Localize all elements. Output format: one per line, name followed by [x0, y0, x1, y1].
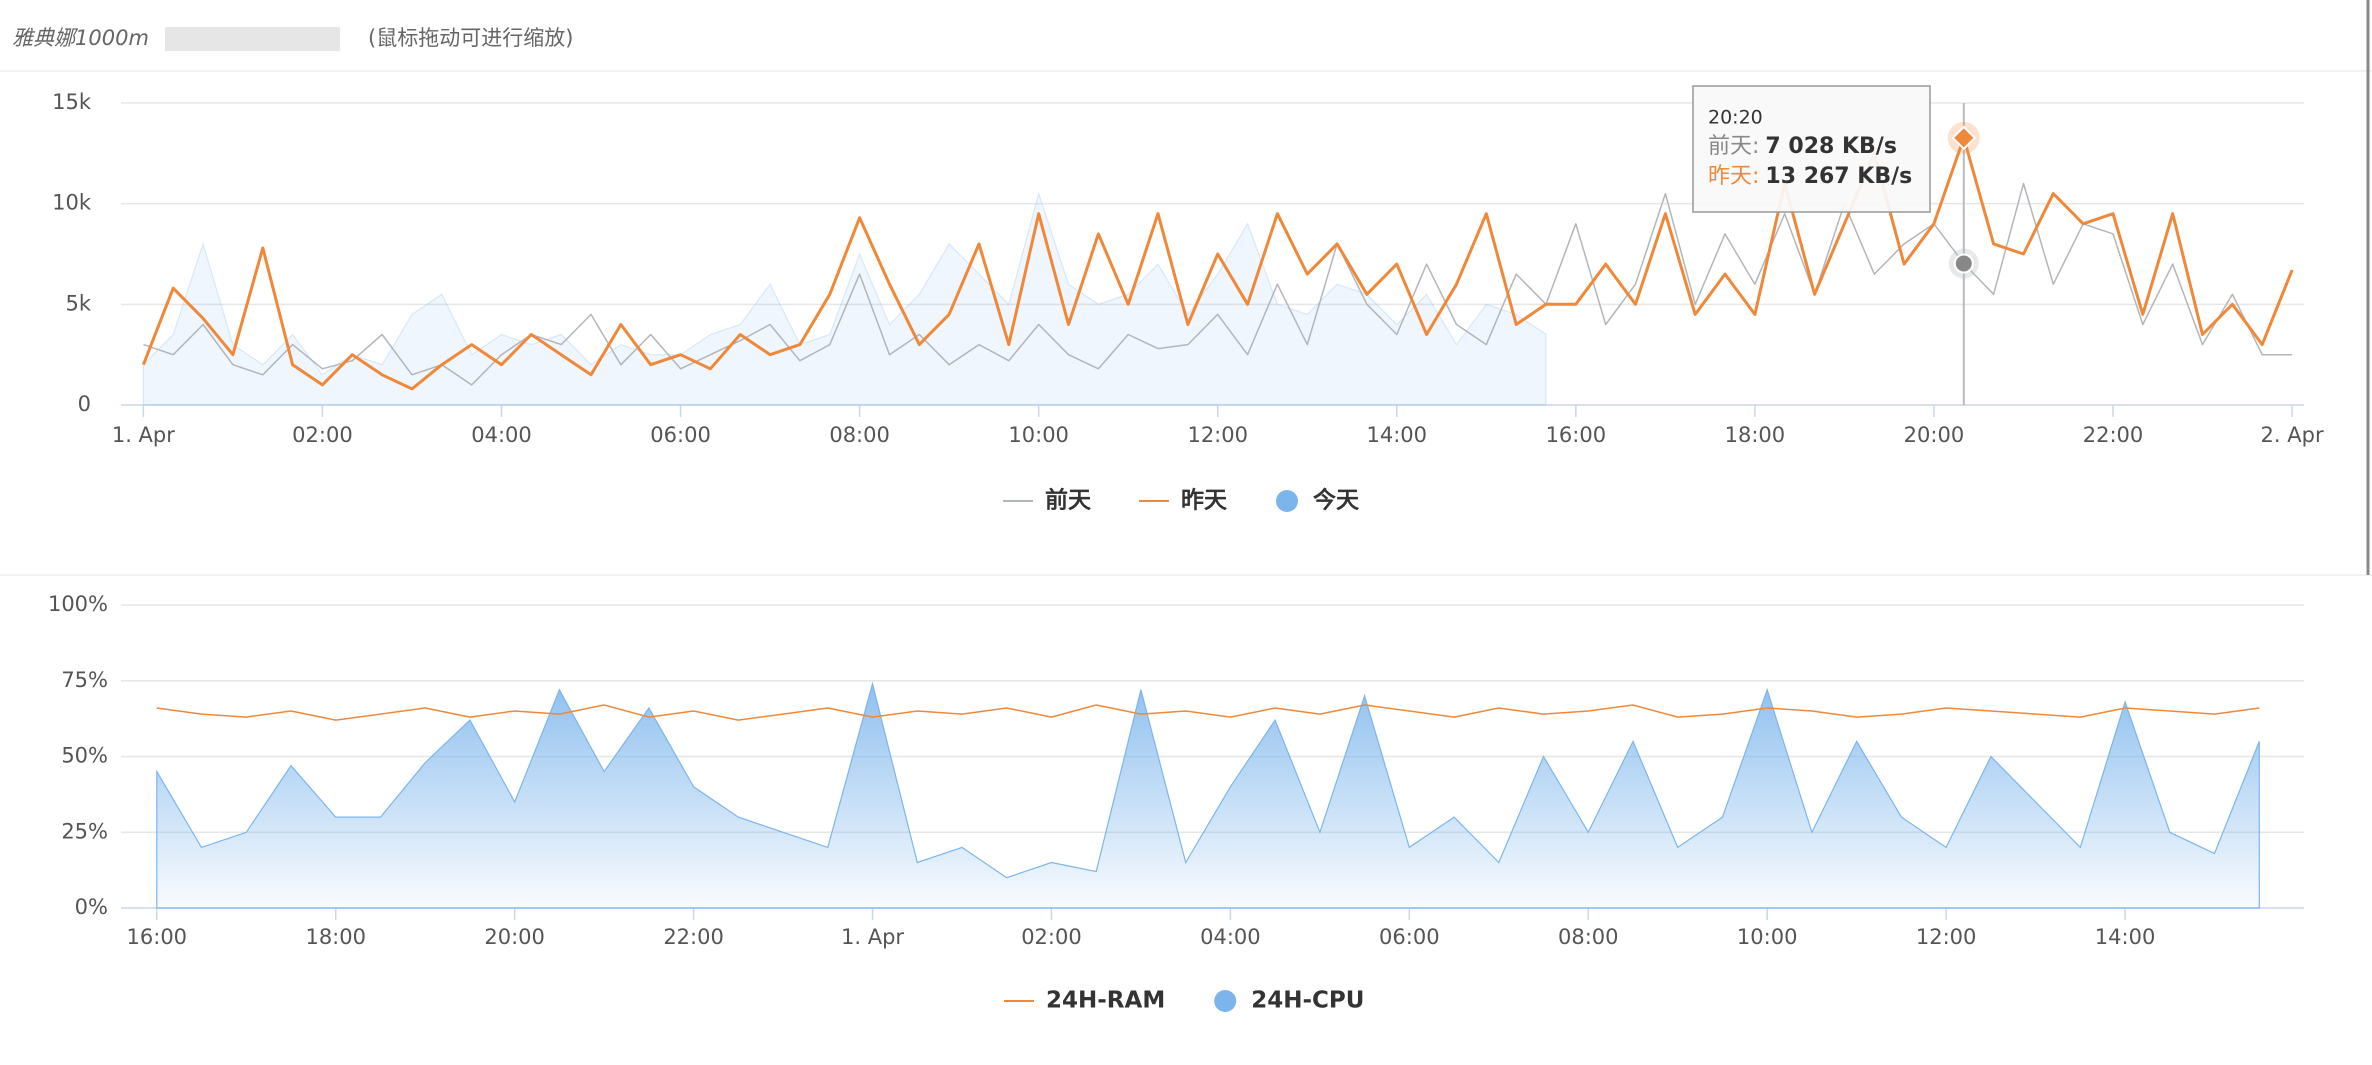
hover-marker [1951, 125, 1977, 151]
tooltip-row: 前天: 7 028 KB/s [1708, 134, 1897, 159]
x-tick-label: 1. Apr [112, 423, 175, 447]
x-tick-label: 12:00 [1916, 925, 1977, 949]
tooltip-label: 昨天: [1708, 164, 1759, 189]
y-tick-label: 10k [52, 191, 92, 215]
x-tick-label: 08:00 [829, 423, 890, 447]
x-tick-label: 20:00 [484, 925, 545, 949]
header-subtitle: (鼠标拖动可进行缩放) [368, 26, 573, 50]
x-tick-label: 14:00 [2095, 925, 2156, 949]
x-tick-label: 1. Apr [841, 925, 904, 949]
y-tick-label: 50% [61, 744, 108, 768]
legend-label: 24H-CPU [1251, 988, 1364, 1014]
x-tick-label: 02:00 [292, 423, 353, 447]
x-tick-label: 2. Apr [2261, 423, 2324, 447]
area-series [156, 681, 2260, 909]
tooltip-row: 昨天: 13 267 KB/s [1708, 164, 1912, 189]
x-tick-label: 22:00 [2083, 423, 2144, 447]
legend-label: 昨天 [1181, 487, 1228, 514]
x-tick-label: 08:00 [1558, 925, 1619, 949]
x-tick-label: 16:00 [1546, 423, 1607, 447]
x-tick-label: 14:00 [1367, 423, 1428, 447]
header-title: 雅典娜1000m [12, 26, 149, 50]
y-tick-label: 100% [48, 592, 108, 616]
tooltip-label: 前天: [1708, 134, 1759, 159]
y-tick-label: 5k [65, 291, 91, 315]
legend-label: 前天 [1045, 487, 1092, 514]
line-series [142, 136, 2294, 391]
y-tick-label: 0 [78, 392, 91, 416]
x-tick-label: 04:00 [1200, 925, 1261, 949]
y-tick-label: 75% [61, 668, 108, 692]
tooltip-box [1692, 85, 1931, 213]
x-tick-label: 20:00 [1904, 423, 1965, 447]
x-tick-label: 10:00 [1008, 423, 1069, 447]
legend-label: 今天 [1313, 487, 1360, 514]
tooltip-time: 20:20 [1708, 107, 1763, 129]
x-tick-label: 16:00 [127, 925, 188, 949]
x-tick-label: 22:00 [663, 925, 724, 949]
blurred-text [165, 27, 340, 51]
x-tick-label: 06:00 [650, 423, 711, 447]
x-tick-label: 10:00 [1737, 925, 1798, 949]
y-tick-label: 25% [61, 819, 108, 843]
legend-symbol [1276, 490, 1298, 512]
hover-marker [1953, 253, 1974, 274]
x-tick-label: 12:00 [1187, 423, 1248, 447]
legend-label: 24H-RAM [1046, 988, 1165, 1014]
line-series [156, 704, 2260, 721]
x-tick-label: 04:00 [471, 423, 532, 447]
x-tick-label: 18:00 [1725, 423, 1786, 447]
x-tick-label: 02:00 [1021, 925, 1082, 949]
y-tick-label: 15k [52, 90, 92, 114]
area-series [142, 191, 1547, 406]
tooltip-value: 7 028 KB/s [1765, 134, 1897, 159]
x-tick-label: 18:00 [305, 925, 366, 949]
legend-symbol [1214, 990, 1237, 1012]
tooltip-value: 13 267 KB/s [1765, 164, 1912, 189]
y-tick-label: 0% [75, 895, 108, 919]
x-tick-label: 06:00 [1379, 925, 1440, 949]
